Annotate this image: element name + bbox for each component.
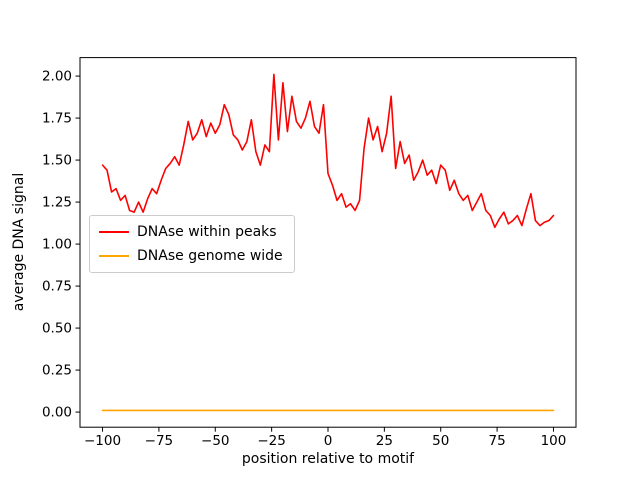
x-tick-label: 75 [488,433,505,449]
y-axis-label: average DNA signal [11,173,27,311]
legend-entry-genome: DNAse genome wide [99,247,283,265]
peaks-line-swatch [99,231,129,233]
x-tick-label: −50 [201,433,230,449]
y-tick-label: 1.25 [42,195,72,211]
y-tick-label: 0.25 [42,363,72,379]
y-tick-label: 1.00 [42,237,72,253]
x-tick-label: 100 [541,433,567,449]
x-axis-label: position relative to motif [242,451,415,467]
x-tick-label: 50 [432,433,449,449]
x-tick-label: −100 [84,433,121,449]
y-tick-label: 1.75 [42,111,72,127]
y-tick-label: 0.75 [42,279,72,295]
x-tick-label: −25 [257,433,286,449]
y-tick-label: 0.00 [42,405,72,421]
legend: DNAse within peaks DNAse genome wide [89,215,295,273]
x-tick-label: 25 [376,433,393,449]
y-tick-label: 2.00 [42,69,72,85]
legend-label-peaks: DNAse within peaks [137,224,277,240]
legend-label-genome: DNAse genome wide [137,248,283,264]
dnase-peaks-line [101,73,555,229]
x-tick-label: −75 [145,433,174,449]
x-tick-label: 0 [324,433,333,449]
y-tick-label: 1.50 [42,153,72,169]
legend-entry-peaks: DNAse within peaks [99,223,283,241]
axes: −100 −75 −50 −25 0 25 50 75 100 0.00 0.25 0.50 0.75 1… [42,57,577,449]
genome-line-swatch [99,255,129,257]
y-tick-label: 0.50 [42,321,72,337]
series-lines [101,73,555,412]
